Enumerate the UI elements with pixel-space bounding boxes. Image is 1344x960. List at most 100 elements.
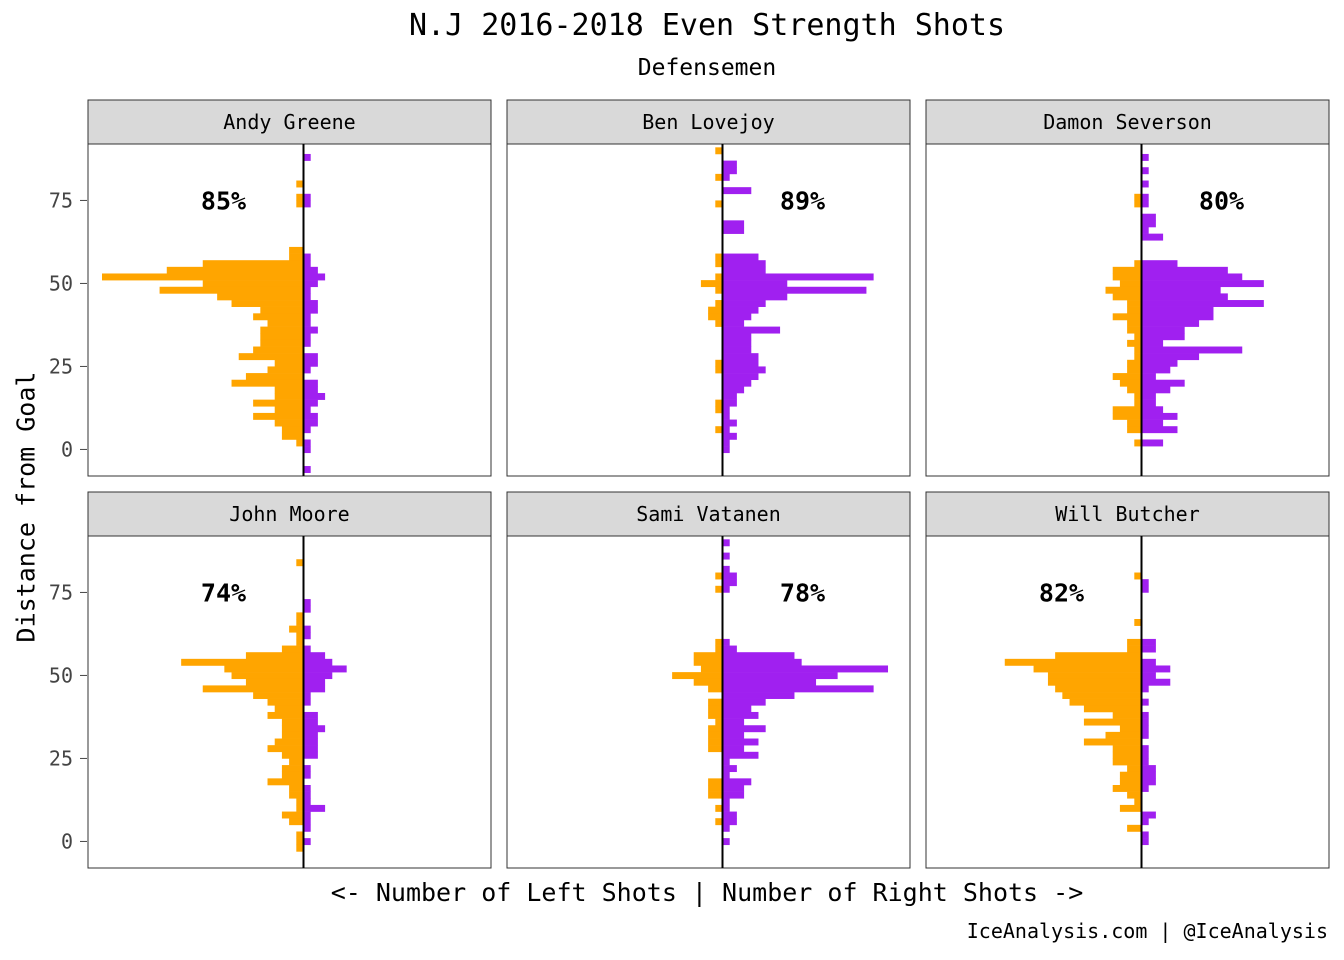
left-shot-bar <box>296 638 304 646</box>
right-shot-bar <box>722 359 759 367</box>
right-shot-bar <box>722 227 745 234</box>
right-shot-bar <box>303 692 311 699</box>
left-shot-bar <box>267 778 304 786</box>
right-shot-bar <box>722 379 752 387</box>
right-shot-bar <box>303 200 311 208</box>
right-shot-bar <box>303 718 318 726</box>
right-shot-bar <box>722 692 795 699</box>
left-shot-bar <box>708 698 723 706</box>
right-shot-bar <box>1141 758 1149 766</box>
left-shot-bar <box>715 399 723 407</box>
right-shot-bar <box>1141 266 1228 274</box>
right-shot-bar <box>722 824 730 832</box>
right-shot-bar <box>722 798 730 806</box>
left-shot-bar <box>1083 738 1142 746</box>
left-shot-bar <box>260 326 304 334</box>
right-shot-bar <box>722 765 737 773</box>
right-shot-bar <box>303 625 311 633</box>
right-shot-bar <box>722 818 737 826</box>
facet-strip-label: Andy Greene <box>223 110 355 134</box>
right-shot-bar <box>303 838 311 846</box>
percent-label: 80% <box>1199 186 1244 215</box>
right-shot-bar <box>303 319 311 327</box>
left-shot-bar <box>1119 771 1142 779</box>
left-shot-bar <box>1134 399 1142 407</box>
right-shot-bar <box>722 399 737 407</box>
left-shot-bar <box>1047 672 1142 680</box>
left-shot-bar <box>1105 286 1142 294</box>
left-shot-bar <box>253 399 304 407</box>
right-shot-bar <box>303 293 311 301</box>
right-shot-bar <box>303 273 326 281</box>
left-shot-bar <box>672 672 723 680</box>
left-shot-bar <box>1083 705 1142 713</box>
left-shot-bar <box>708 313 723 321</box>
right-shot-bar <box>1141 645 1156 653</box>
right-shot-bar <box>303 818 311 826</box>
left-shot-bar <box>715 718 723 726</box>
right-shot-bar <box>303 725 326 733</box>
right-shot-bar <box>1141 698 1149 706</box>
right-shot-bar <box>303 811 311 819</box>
left-shot-bar <box>693 678 723 686</box>
right-shot-bar <box>1141 838 1149 846</box>
left-shot-bar <box>253 313 304 321</box>
left-shot-bar <box>1127 300 1142 307</box>
right-shot-bar <box>722 685 874 693</box>
right-shot-bar <box>1141 771 1156 779</box>
left-shot-bar <box>1119 280 1142 288</box>
right-shot-bar <box>303 426 311 434</box>
right-shot-bar <box>303 698 311 706</box>
left-shot-bar <box>700 665 723 673</box>
left-shot-bar <box>296 619 304 626</box>
right-shot-bar <box>722 346 752 354</box>
left-shot-bar <box>281 751 304 759</box>
chart-subtitle: Defensemen <box>637 55 777 81</box>
right-shot-bar <box>722 785 745 792</box>
right-shot-bar <box>722 412 730 420</box>
right-shot-bar <box>722 313 752 321</box>
left-shot-bar <box>267 319 304 327</box>
right-shot-bar <box>722 260 766 268</box>
right-shot-bar <box>722 579 737 587</box>
right-shot-bar <box>303 605 311 613</box>
right-shot-bar <box>303 665 347 673</box>
right-shot-bar <box>722 187 752 195</box>
left-shot-bar <box>715 253 723 261</box>
right-shot-bar <box>1141 260 1178 268</box>
right-shot-bar <box>1141 658 1156 666</box>
right-shot-bar <box>1141 153 1149 161</box>
right-shot-bar <box>722 220 745 228</box>
y-tick-label: 25 <box>49 354 73 378</box>
left-shot-bar <box>296 798 304 806</box>
left-shot-bar <box>202 280 304 288</box>
right-shot-bar <box>303 751 318 759</box>
left-shot-bar <box>1127 339 1142 347</box>
right-shot-bar <box>722 645 737 653</box>
left-shot-bar <box>1062 692 1142 699</box>
chart-title: N.J 2016-2018 Even Strength Shots <box>408 8 1006 43</box>
right-shot-bar <box>303 366 311 374</box>
left-shot-bar <box>715 426 723 434</box>
right-shot-bar <box>1141 406 1164 414</box>
percent-label: 78% <box>780 578 825 607</box>
right-shot-bar <box>1141 306 1214 314</box>
left-shot-bar <box>289 625 304 633</box>
left-shot-bar <box>274 738 304 746</box>
left-shot-bar <box>202 260 304 268</box>
left-shot-bar <box>289 791 304 799</box>
left-shot-bar <box>1119 804 1142 812</box>
y-tick-label: 75 <box>49 188 73 212</box>
left-shot-bar <box>1127 791 1142 799</box>
left-shot-bar <box>1047 678 1142 686</box>
right-shot-bar <box>1141 167 1149 175</box>
left-shot-bar <box>715 173 723 181</box>
left-shot-bar <box>296 612 304 620</box>
right-shot-bar <box>303 266 318 274</box>
left-shot-bar <box>715 804 723 812</box>
right-shot-bar <box>1141 373 1156 381</box>
left-shot-bar <box>693 652 723 660</box>
left-shot-bar <box>1112 412 1142 420</box>
right-shot-bar <box>303 193 311 201</box>
